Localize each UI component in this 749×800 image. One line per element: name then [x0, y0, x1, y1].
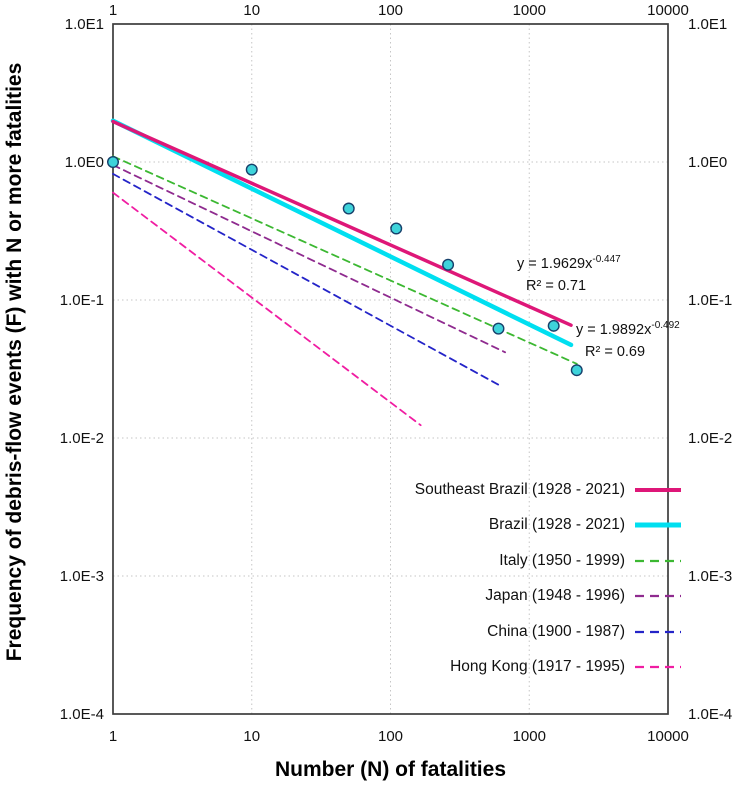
- y-tick-label-right: 1.0E0: [688, 154, 727, 171]
- legend-line-sample: [635, 556, 681, 566]
- data-point: [442, 258, 455, 271]
- y-tick-label-right: 1.0E1: [688, 16, 727, 33]
- legend-item-japan-1948-1996: Japan (1948 - 1996): [280, 579, 681, 615]
- fit-line-japan-1948-1996: [112, 164, 507, 354]
- legend-line-sample: [635, 591, 681, 601]
- legend-sample-svg: [635, 522, 681, 528]
- y-tick-label-right: 1.0E-3: [688, 568, 732, 585]
- legend-item-label: China (1900 - 1987): [487, 622, 625, 640]
- x-axis-title: Number (N) of fatalities: [274, 758, 507, 781]
- legend-item-label: Italy (1950 - 1999): [499, 551, 625, 569]
- fit-line-china-1900-1987: [112, 172, 501, 387]
- x-tick-label-bottom: 10: [243, 728, 260, 745]
- equation-text: y = 1.9629x-0.447: [517, 254, 621, 272]
- legend-item-brazil-1928-2021: Brazil (1928 - 2021): [280, 508, 681, 544]
- legend-sample-svg: [635, 595, 681, 598]
- x-tick-label-top: 100: [378, 2, 403, 19]
- y-tick-label-left: 1.0E-4: [60, 706, 104, 723]
- data-point: [342, 202, 355, 215]
- legend-line-sample: [635, 485, 681, 495]
- legend-item-label: Japan (1948 - 1996): [485, 587, 625, 605]
- r-squared-text: R² = 0.69: [585, 343, 646, 360]
- legend-item-hong-kong-1917-1995: Hong Kong (1917 - 1995): [280, 650, 681, 686]
- data-point: [106, 155, 119, 168]
- legend-sample-svg: [635, 630, 681, 633]
- plot-frame: [112, 23, 669, 715]
- fit-line-hong-kong-1917-1995: [112, 191, 422, 427]
- fit-line-southeast-brazil-1928-2021: [111, 119, 573, 327]
- x-tick-label-bottom: 1: [109, 728, 117, 745]
- y-tick-label-left: 1.0E-2: [60, 430, 104, 447]
- legend-item-label: Brazil (1928 - 2021): [488, 516, 625, 534]
- legend-item-china-1900-1987: China (1900 - 1987): [280, 614, 681, 650]
- y-tick-label-left: 1.0E-3: [60, 568, 104, 585]
- data-point: [547, 319, 560, 332]
- legend-sample-svg: [635, 487, 681, 492]
- y-tick-label-left: 1.0E0: [65, 154, 104, 171]
- y-tick-label-right: 1.0E-4: [688, 706, 732, 723]
- x-tick-label-bottom: 10000: [647, 728, 689, 745]
- x-tick-label-bottom: 100: [378, 728, 403, 745]
- fit-equation-brazil: y = 1.9892x-0.492 R² = 0.69: [576, 318, 680, 363]
- legend-item-label: Hong Kong (1917 - 1995): [450, 658, 625, 676]
- legend: Southeast Brazil (1928 - 2021) Brazil (19…: [280, 472, 681, 685]
- fit-equation-se-brazil: y = 1.9629x-0.447 R² = 0.71: [517, 252, 621, 297]
- data-point: [492, 322, 505, 335]
- x-tick-label-bottom: 1000: [513, 728, 546, 745]
- fit-line-brazil-1928-2021: [110, 118, 574, 348]
- x-tick-label-top: 1000: [513, 2, 546, 19]
- legend-item-italy-1950-1999: Italy (1950 - 1999): [280, 543, 681, 579]
- legend-line-sample: [635, 520, 681, 530]
- r-squared-text: R² = 0.71: [526, 277, 587, 294]
- y-tick-label-right: 1.0E-2: [688, 430, 732, 447]
- y-tick-label-left: 1.0E1: [65, 16, 104, 33]
- legend-line-sample: [635, 627, 681, 637]
- legend-item-label: Southeast Brazil (1928 - 2021): [414, 480, 625, 498]
- equation-text: y = 1.9892x-0.492: [576, 320, 680, 338]
- x-tick-label-top: 1: [109, 2, 117, 19]
- legend-sample-svg: [635, 666, 681, 669]
- y-tick-label-right: 1.0E-1: [688, 292, 732, 309]
- x-tick-label-top: 10: [243, 2, 260, 19]
- y-tick-label-left: 1.0E-1: [60, 292, 104, 309]
- legend-sample-svg: [635, 559, 681, 562]
- fit-line-italy-1950-1999: [112, 155, 578, 365]
- legend-line-sample: [635, 662, 681, 672]
- x-tick-label-top: 10000: [647, 2, 689, 19]
- data-point: [245, 163, 258, 176]
- legend-item-southeast-brazil-1928-2021: Southeast Brazil (1928 - 2021): [280, 472, 681, 508]
- data-point: [570, 364, 583, 377]
- data-point: [390, 222, 403, 235]
